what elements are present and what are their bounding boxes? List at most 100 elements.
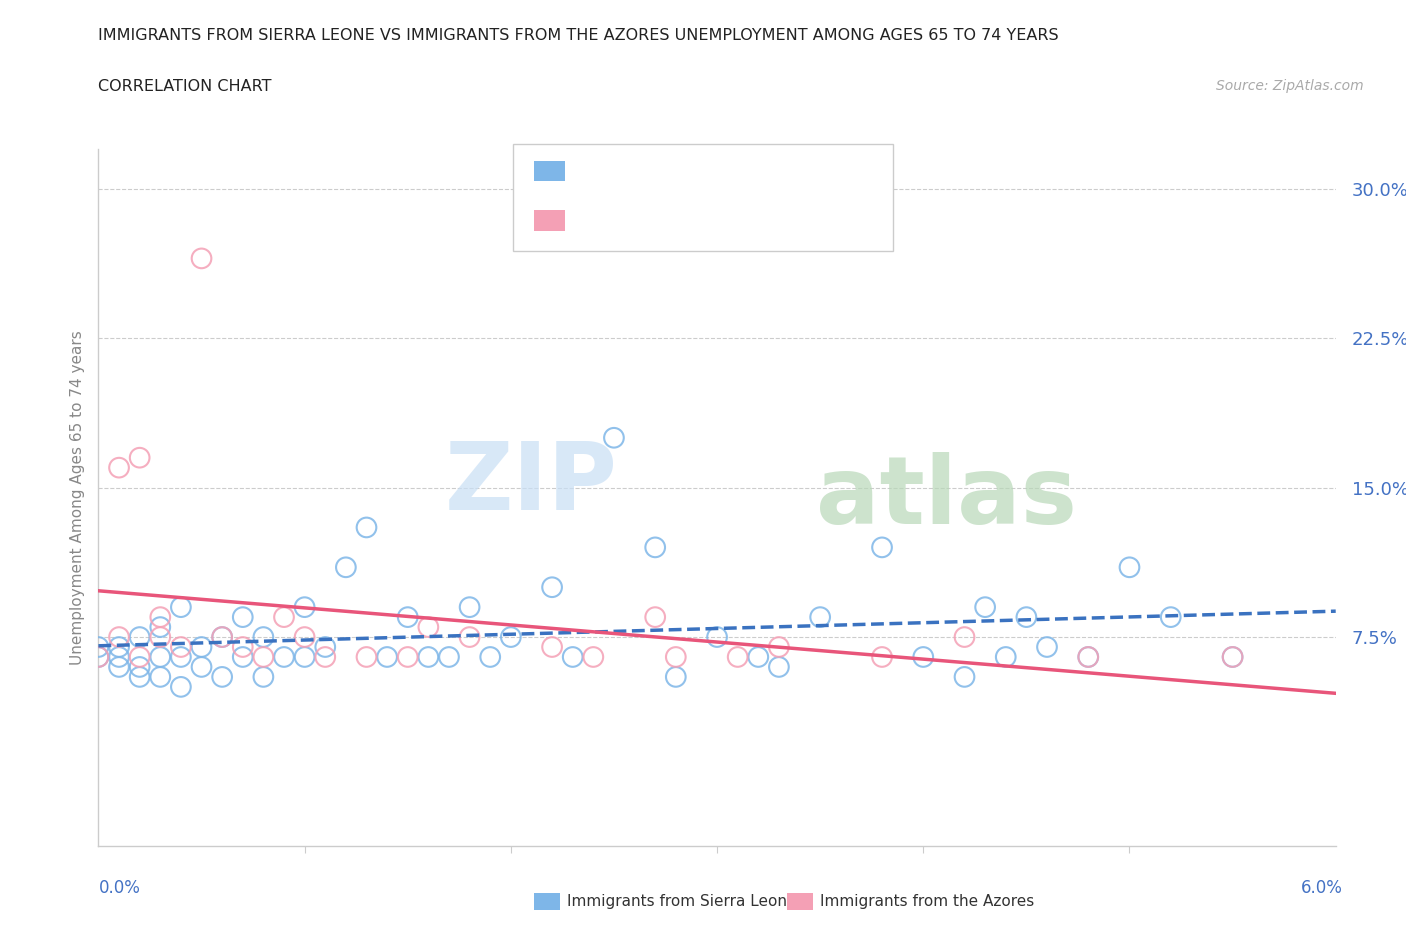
Point — [128, 670, 150, 684]
Point — [644, 540, 666, 555]
Text: N =: N = — [686, 160, 725, 179]
Point — [149, 610, 172, 625]
Point — [437, 649, 460, 664]
Text: 0.025: 0.025 — [607, 207, 664, 226]
Text: atlas: atlas — [815, 452, 1077, 543]
Point — [1222, 649, 1244, 664]
Text: Immigrants from the Azores: Immigrants from the Azores — [820, 894, 1033, 909]
Point — [108, 630, 131, 644]
Text: Immigrants from Sierra Leone: Immigrants from Sierra Leone — [567, 894, 796, 909]
Point — [665, 649, 688, 664]
Point — [953, 670, 976, 684]
Point — [87, 649, 110, 664]
Text: 29: 29 — [720, 207, 745, 226]
Point — [149, 649, 172, 664]
Point — [294, 649, 316, 664]
Point — [561, 649, 583, 664]
Point — [128, 659, 150, 674]
Point — [128, 630, 150, 644]
Point — [294, 630, 316, 644]
Point — [170, 649, 193, 664]
Point — [170, 600, 193, 615]
Text: 0.128: 0.128 — [607, 160, 665, 179]
Point — [356, 649, 378, 664]
Point — [170, 680, 193, 695]
Point — [727, 649, 749, 664]
Point — [232, 649, 254, 664]
Point — [1160, 610, 1182, 625]
Point — [108, 640, 131, 655]
Point — [499, 630, 522, 644]
Text: IMMIGRANTS FROM SIERRA LEONE VS IMMIGRANTS FROM THE AZORES UNEMPLOYMENT AMONG AG: IMMIGRANTS FROM SIERRA LEONE VS IMMIGRAN… — [98, 28, 1059, 43]
Text: 55: 55 — [720, 160, 745, 179]
Point — [1222, 649, 1244, 664]
Point — [190, 251, 212, 266]
Point — [149, 619, 172, 634]
Point — [582, 649, 605, 664]
Point — [768, 659, 790, 674]
Point — [396, 649, 419, 664]
Point — [294, 600, 316, 615]
Point — [356, 520, 378, 535]
Point — [541, 579, 564, 594]
Point — [458, 600, 481, 615]
Point — [273, 610, 295, 625]
Point — [1036, 640, 1059, 655]
Point — [314, 640, 336, 655]
Point — [335, 560, 357, 575]
Point — [87, 640, 110, 655]
Point — [252, 670, 274, 684]
Text: CORRELATION CHART: CORRELATION CHART — [98, 79, 271, 94]
Point — [665, 670, 688, 684]
Text: 0.0%: 0.0% — [98, 879, 141, 897]
Text: Source: ZipAtlas.com: Source: ZipAtlas.com — [1216, 79, 1364, 93]
Point — [128, 649, 150, 664]
Point — [1118, 560, 1140, 575]
Point — [108, 649, 131, 664]
Point — [870, 649, 893, 664]
Point — [418, 619, 440, 634]
Point — [108, 659, 131, 674]
Point — [974, 600, 997, 615]
Text: R =: R = — [574, 160, 613, 179]
Point — [232, 610, 254, 625]
Point — [87, 649, 110, 664]
Point — [252, 630, 274, 644]
Point — [149, 670, 172, 684]
Point — [458, 630, 481, 644]
Point — [211, 670, 233, 684]
Point — [170, 640, 193, 655]
Point — [128, 450, 150, 465]
Point — [190, 659, 212, 674]
Point — [644, 610, 666, 625]
Point — [418, 649, 440, 664]
Point — [190, 640, 212, 655]
Point — [211, 630, 233, 644]
Point — [768, 640, 790, 655]
Point — [808, 610, 831, 625]
Text: 6.0%: 6.0% — [1301, 879, 1343, 897]
Point — [603, 431, 626, 445]
Y-axis label: Unemployment Among Ages 65 to 74 years: Unemployment Among Ages 65 to 74 years — [69, 330, 84, 665]
Text: N =: N = — [686, 207, 725, 226]
Point — [232, 640, 254, 655]
Point — [375, 649, 398, 664]
Point — [706, 630, 728, 644]
Point — [211, 630, 233, 644]
Point — [912, 649, 935, 664]
Point — [1015, 610, 1038, 625]
Point — [1077, 649, 1099, 664]
Point — [396, 610, 419, 625]
Text: ZIP: ZIP — [446, 438, 619, 529]
Point — [1077, 649, 1099, 664]
Point — [994, 649, 1017, 664]
Point — [870, 540, 893, 555]
Point — [252, 649, 274, 664]
Point — [108, 460, 131, 475]
Point — [149, 630, 172, 644]
Point — [314, 649, 336, 664]
Point — [953, 630, 976, 644]
Point — [541, 640, 564, 655]
Point — [273, 649, 295, 664]
Point — [747, 649, 769, 664]
